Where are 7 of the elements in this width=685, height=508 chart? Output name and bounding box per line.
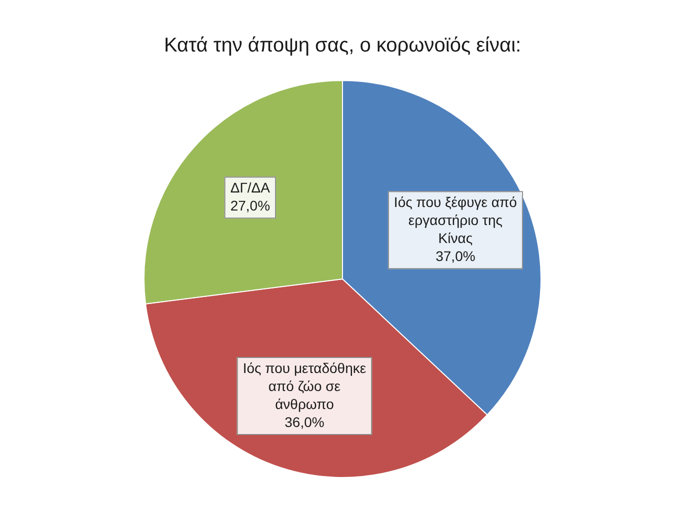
chart-title: Κατά την άποψη σας, ο κορωνοϊός είναι: [164, 34, 522, 57]
slice-label: ΔΓ/ΔΑ [230, 179, 271, 196]
data-label: 27,0% [230, 197, 270, 214]
slice-label: Ιός που μεταδόθηκε από ζώο σε άνθρωπο [242, 360, 366, 412]
data-label: 36,0% [284, 414, 324, 430]
slice-label: Ιός που ξέφυγε από εργαστήριο της Κίνας [394, 194, 518, 246]
data-label: 37,0% [436, 248, 476, 264]
